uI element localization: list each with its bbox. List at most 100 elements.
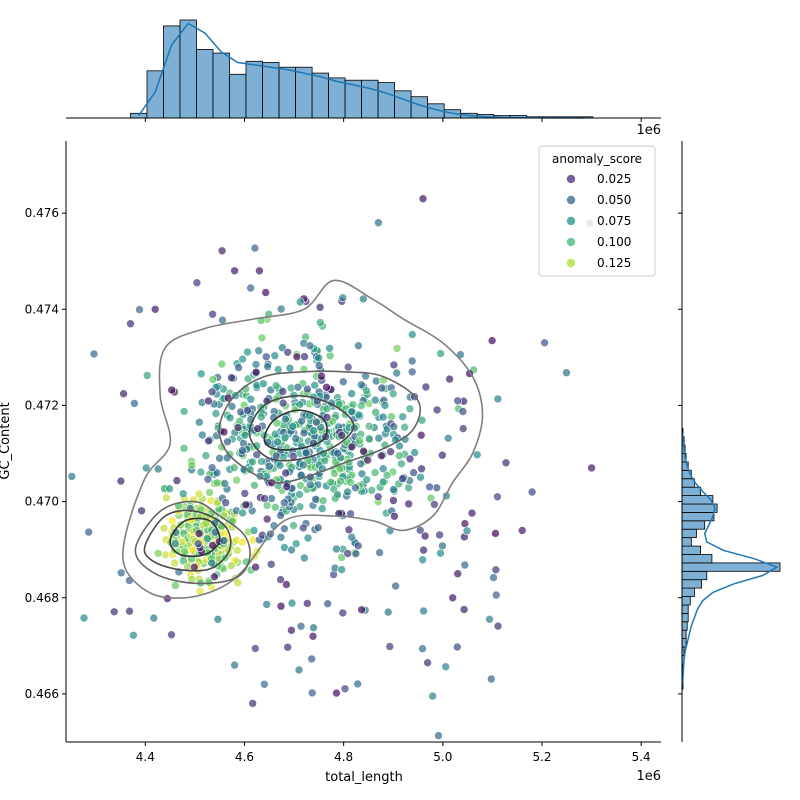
scatter-point (314, 353, 323, 363)
scatter-point (437, 450, 447, 460)
kde-contour-level-1 (121, 279, 484, 599)
scatter-point (203, 534, 212, 544)
scatter-point (356, 401, 366, 410)
scatter-point (230, 266, 239, 276)
right-histogram-bar (681, 512, 715, 522)
scatter-point (338, 377, 348, 387)
right-histogram-bar (681, 554, 713, 564)
scatter-point (493, 492, 502, 502)
scatter-point (562, 368, 571, 378)
scatter-point (373, 492, 383, 502)
scatter-point (257, 333, 267, 343)
scatter-point (135, 305, 144, 314)
right-histogram-bar (681, 604, 689, 614)
scatter-point (278, 387, 288, 396)
top-histogram-bar (394, 90, 412, 119)
x-tick-label: 5.2 (532, 750, 551, 764)
top-histogram-bar (262, 62, 280, 119)
scatter-point (141, 463, 151, 473)
scatter-point (332, 688, 341, 698)
scatter-point (353, 679, 363, 689)
scatter-point (312, 417, 321, 427)
scatter-point (307, 654, 317, 664)
scatter-point (501, 458, 511, 468)
scatter-point (462, 526, 472, 536)
scatter-point (397, 459, 406, 469)
top-histogram-bar (377, 82, 396, 119)
scatter-point (126, 319, 135, 329)
scatter-point (255, 266, 264, 276)
scatter-point (458, 424, 468, 433)
top-histogram-bar (229, 73, 247, 119)
scatter-point (453, 396, 463, 406)
legend-label: 0.100 (597, 235, 631, 249)
scatter-point (458, 407, 468, 416)
scatter-point (230, 463, 239, 473)
scatter-point (291, 434, 301, 443)
x-tick-label: 5.0 (433, 750, 452, 764)
scatter-point (165, 484, 174, 494)
scatter-point (201, 451, 211, 460)
scatter-point (340, 684, 350, 694)
kde-contour-level-4 (169, 517, 221, 558)
scatter-point (435, 530, 444, 540)
legend-title: anomaly_score (552, 152, 642, 166)
scatter-point (337, 553, 346, 562)
scatter-point (300, 553, 309, 563)
scatter-point (374, 433, 384, 443)
scatter-point (357, 469, 367, 479)
legend-marker (566, 195, 576, 205)
scatter-point (116, 568, 126, 578)
scatter-point (195, 417, 204, 427)
scatter-point (289, 521, 298, 530)
scatter-point (193, 539, 203, 549)
scatter-point (434, 731, 443, 740)
scatter-point (415, 525, 425, 535)
y-axis-ticks: 0.466 0.468 0.470 0.472 0.474 0.476 (25, 206, 66, 701)
top-histogram-bar (163, 25, 181, 119)
scatter-point (233, 423, 243, 432)
scatter-point (318, 496, 328, 506)
right-histogram-bar (681, 478, 695, 488)
scatter-point (392, 368, 402, 378)
right-histogram-bar (681, 638, 687, 648)
scatter-point (391, 581, 400, 591)
scatter-point (149, 613, 159, 623)
scatter-point (491, 529, 500, 538)
scatter-point (194, 529, 204, 538)
scatter-point (370, 468, 380, 477)
scatter-point (307, 688, 317, 698)
scatter-point (363, 455, 373, 465)
scatter-point (119, 389, 128, 399)
legend-entries: 0.025 0.050 0.075 0.100 0.125 (566, 172, 631, 270)
scatter-point (192, 278, 202, 288)
scatter-point (407, 356, 417, 366)
scatter-point (303, 533, 313, 543)
right-histogram-bar (681, 545, 702, 555)
scatter-point (313, 523, 323, 532)
scatter-point (436, 349, 445, 358)
top-marginal-histogram: 1e6 (66, 19, 661, 138)
scatter-point (385, 642, 395, 651)
scatter-point (285, 363, 295, 373)
scatter-point (287, 598, 297, 608)
legend-label: 0.075 (597, 214, 631, 228)
scatter-point (362, 475, 372, 484)
scatter-point (400, 422, 409, 432)
legend-marker (566, 237, 576, 247)
x-offset-label: 1e6 (636, 769, 661, 784)
scatter-point (309, 426, 319, 435)
scatter-point (417, 464, 426, 474)
scatter-point (281, 414, 290, 424)
scatter-point (246, 283, 255, 293)
scatter-point (252, 450, 262, 460)
scatter-point (493, 394, 503, 404)
scatter-point (249, 526, 259, 535)
scatter-point (485, 614, 494, 624)
scatter-point (388, 389, 398, 399)
right-histogram-bar (681, 587, 695, 597)
scatter-point (493, 621, 503, 631)
scatter-point (292, 352, 302, 362)
top-histogram-bar (212, 52, 230, 119)
scatter-point (356, 380, 366, 390)
